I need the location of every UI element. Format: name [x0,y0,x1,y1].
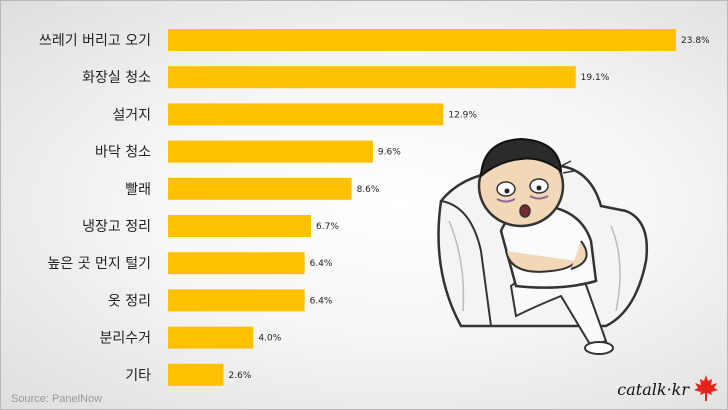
value-label: 4.0% [258,334,281,344]
value-label: 19.1% [581,73,610,83]
value-label: 23.8% [681,36,710,46]
maple-leaf-icon [694,375,718,401]
value-label: 9.6% [378,148,401,158]
source-note: Source: PanelNow [11,393,103,405]
category-label: 옷 정리 [108,293,151,309]
value-label: 6.4% [310,259,333,269]
brand-logo: catalk·kr [617,380,689,399]
value-label: 2.6% [228,371,251,381]
bar [168,363,224,386]
value-label: 6.7% [316,222,339,232]
bar [168,29,676,51]
bar [168,252,305,275]
value-label: 8.6% [357,185,380,195]
category-label: 기타 [125,368,151,384]
value-label: 12.9% [448,110,477,120]
category-label: 화장실 청소 [82,70,151,86]
bar [168,215,312,237]
category-label: 분리수거 [99,331,151,347]
bar [168,66,576,89]
tired-person-on-sofa-illustration [437,137,649,355]
value-label: 6.4% [310,296,333,306]
bar [168,103,444,126]
bar [168,140,373,163]
bar [168,289,305,312]
category-label: 쓰레기 버리고 오기 [39,33,151,49]
category-label: 높은 곳 먼지 털기 [47,256,151,272]
category-label: 빨래 [125,182,151,198]
bar [168,326,254,349]
category-label: 바닥 청소 [95,145,151,161]
bar [168,177,352,200]
category-label: 설거지 [112,107,151,123]
category-label: 냉장고 정리 [82,219,151,235]
